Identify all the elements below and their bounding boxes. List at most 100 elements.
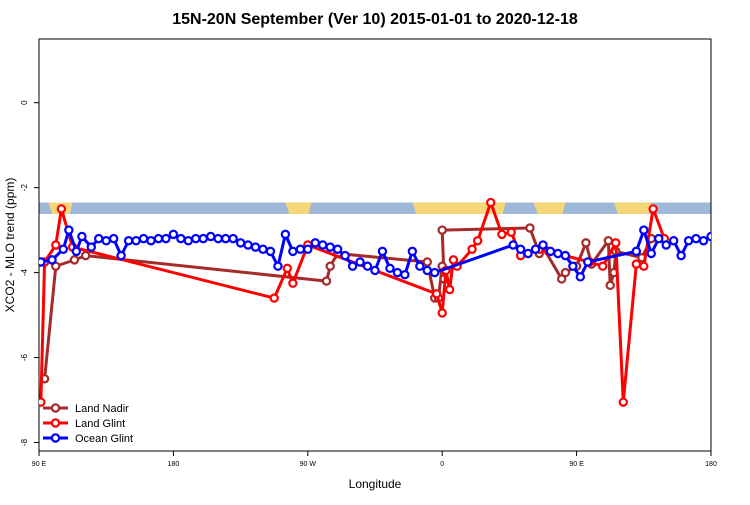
- legend: Land Nadir Land Glint Ocean Glint: [43, 403, 133, 445]
- data-point: [295, 244, 306, 254]
- data-point: [683, 236, 694, 246]
- data-point: [325, 242, 335, 252]
- data-point: [631, 246, 642, 257]
- data-point: [407, 246, 418, 257]
- data-point: [77, 231, 87, 242]
- data-point: [243, 240, 253, 250]
- data-point: [340, 250, 350, 261]
- data-point: [80, 250, 91, 261]
- data-point: [444, 284, 455, 295]
- data-point: [191, 233, 201, 244]
- legend-label: Land Nadir: [75, 403, 129, 415]
- data-point: [310, 238, 320, 248]
- data-point: [123, 236, 134, 246]
- data-point: [583, 257, 593, 267]
- data-point: [370, 265, 380, 276]
- legend-marker: [50, 403, 61, 413]
- series-layer: [39, 197, 711, 407]
- y-tick-label: -6: [20, 353, 29, 361]
- data-point: [206, 231, 216, 242]
- land-patch: [412, 202, 506, 214]
- data-point: [116, 250, 126, 261]
- data-point: [568, 261, 578, 271]
- x-tick-label: 180: [168, 461, 180, 468]
- data-point: [325, 261, 335, 271]
- data-point: [56, 204, 67, 214]
- data-point: [698, 236, 709, 246]
- plot-frame: [38, 38, 712, 452]
- data-point: [198, 233, 208, 244]
- data-point: [631, 259, 642, 269]
- data-point: [437, 308, 447, 318]
- series-land-glint: [39, 197, 670, 407]
- data-point: [422, 257, 432, 267]
- data-point: [437, 225, 447, 235]
- data-point: [39, 257, 46, 267]
- data-point: [39, 397, 46, 407]
- data-point: [108, 233, 119, 244]
- data-point: [646, 248, 656, 259]
- data-point: [347, 261, 358, 271]
- data-point: [648, 204, 658, 214]
- series-line: [39, 201, 666, 404]
- x-tick-label: 0: [440, 461, 444, 468]
- data-point: [161, 233, 171, 244]
- data-point: [415, 261, 425, 271]
- data-point: [523, 248, 533, 259]
- data-point: [639, 225, 649, 235]
- data-point: [153, 233, 164, 244]
- data-point: [560, 250, 571, 261]
- data-point: [168, 229, 179, 240]
- data-point: [430, 267, 440, 278]
- data-point: [355, 257, 365, 267]
- y-tick-label: -8: [20, 438, 29, 446]
- data-point: [661, 240, 671, 250]
- data-point: [235, 238, 246, 248]
- data-point: [525, 223, 535, 233]
- land-patch: [613, 202, 652, 214]
- data-point: [58, 244, 68, 254]
- legend-marker: [50, 433, 61, 443]
- data-point: [64, 225, 74, 235]
- data-point: [265, 246, 276, 257]
- data-point: [176, 233, 186, 244]
- data-point: [131, 236, 141, 246]
- data-point: [86, 242, 96, 252]
- x-tick-label: 90 E: [32, 461, 47, 468]
- data-point: [553, 248, 563, 259]
- data-point: [392, 267, 403, 278]
- data-point: [258, 244, 268, 254]
- y-axis-label: XCO2 - MLO trend (ppm): [3, 178, 17, 313]
- data-point: [250, 242, 261, 252]
- data-point: [581, 238, 591, 248]
- data-point: [467, 244, 477, 254]
- data-point: [213, 233, 223, 244]
- y-axis: 0 -2 -4 -6 -8: [20, 100, 39, 446]
- data-point: [618, 397, 628, 407]
- data-point: [400, 270, 410, 280]
- data-point: [282, 263, 292, 274]
- land-patch: [533, 202, 566, 214]
- data-point: [385, 263, 395, 274]
- data-point: [273, 261, 283, 271]
- data-point: [506, 227, 516, 237]
- data-point: [183, 236, 194, 246]
- y-tick-label: -2: [20, 184, 29, 192]
- data-point: [69, 255, 80, 265]
- legend-label: Land Glint: [75, 418, 125, 430]
- data-point: [220, 233, 231, 244]
- data-point: [288, 246, 298, 257]
- data-point: [377, 246, 388, 257]
- data-point: [431, 289, 442, 299]
- data-point: [472, 236, 483, 246]
- data-point: [288, 278, 298, 288]
- land-band: [48, 202, 652, 214]
- y-tick-label: 0: [20, 100, 29, 105]
- data-point: [668, 236, 679, 246]
- data-point: [706, 231, 711, 242]
- data-point: [508, 240, 518, 250]
- data-point: [676, 250, 686, 261]
- legend-marker: [50, 418, 61, 428]
- data-point: [94, 233, 104, 244]
